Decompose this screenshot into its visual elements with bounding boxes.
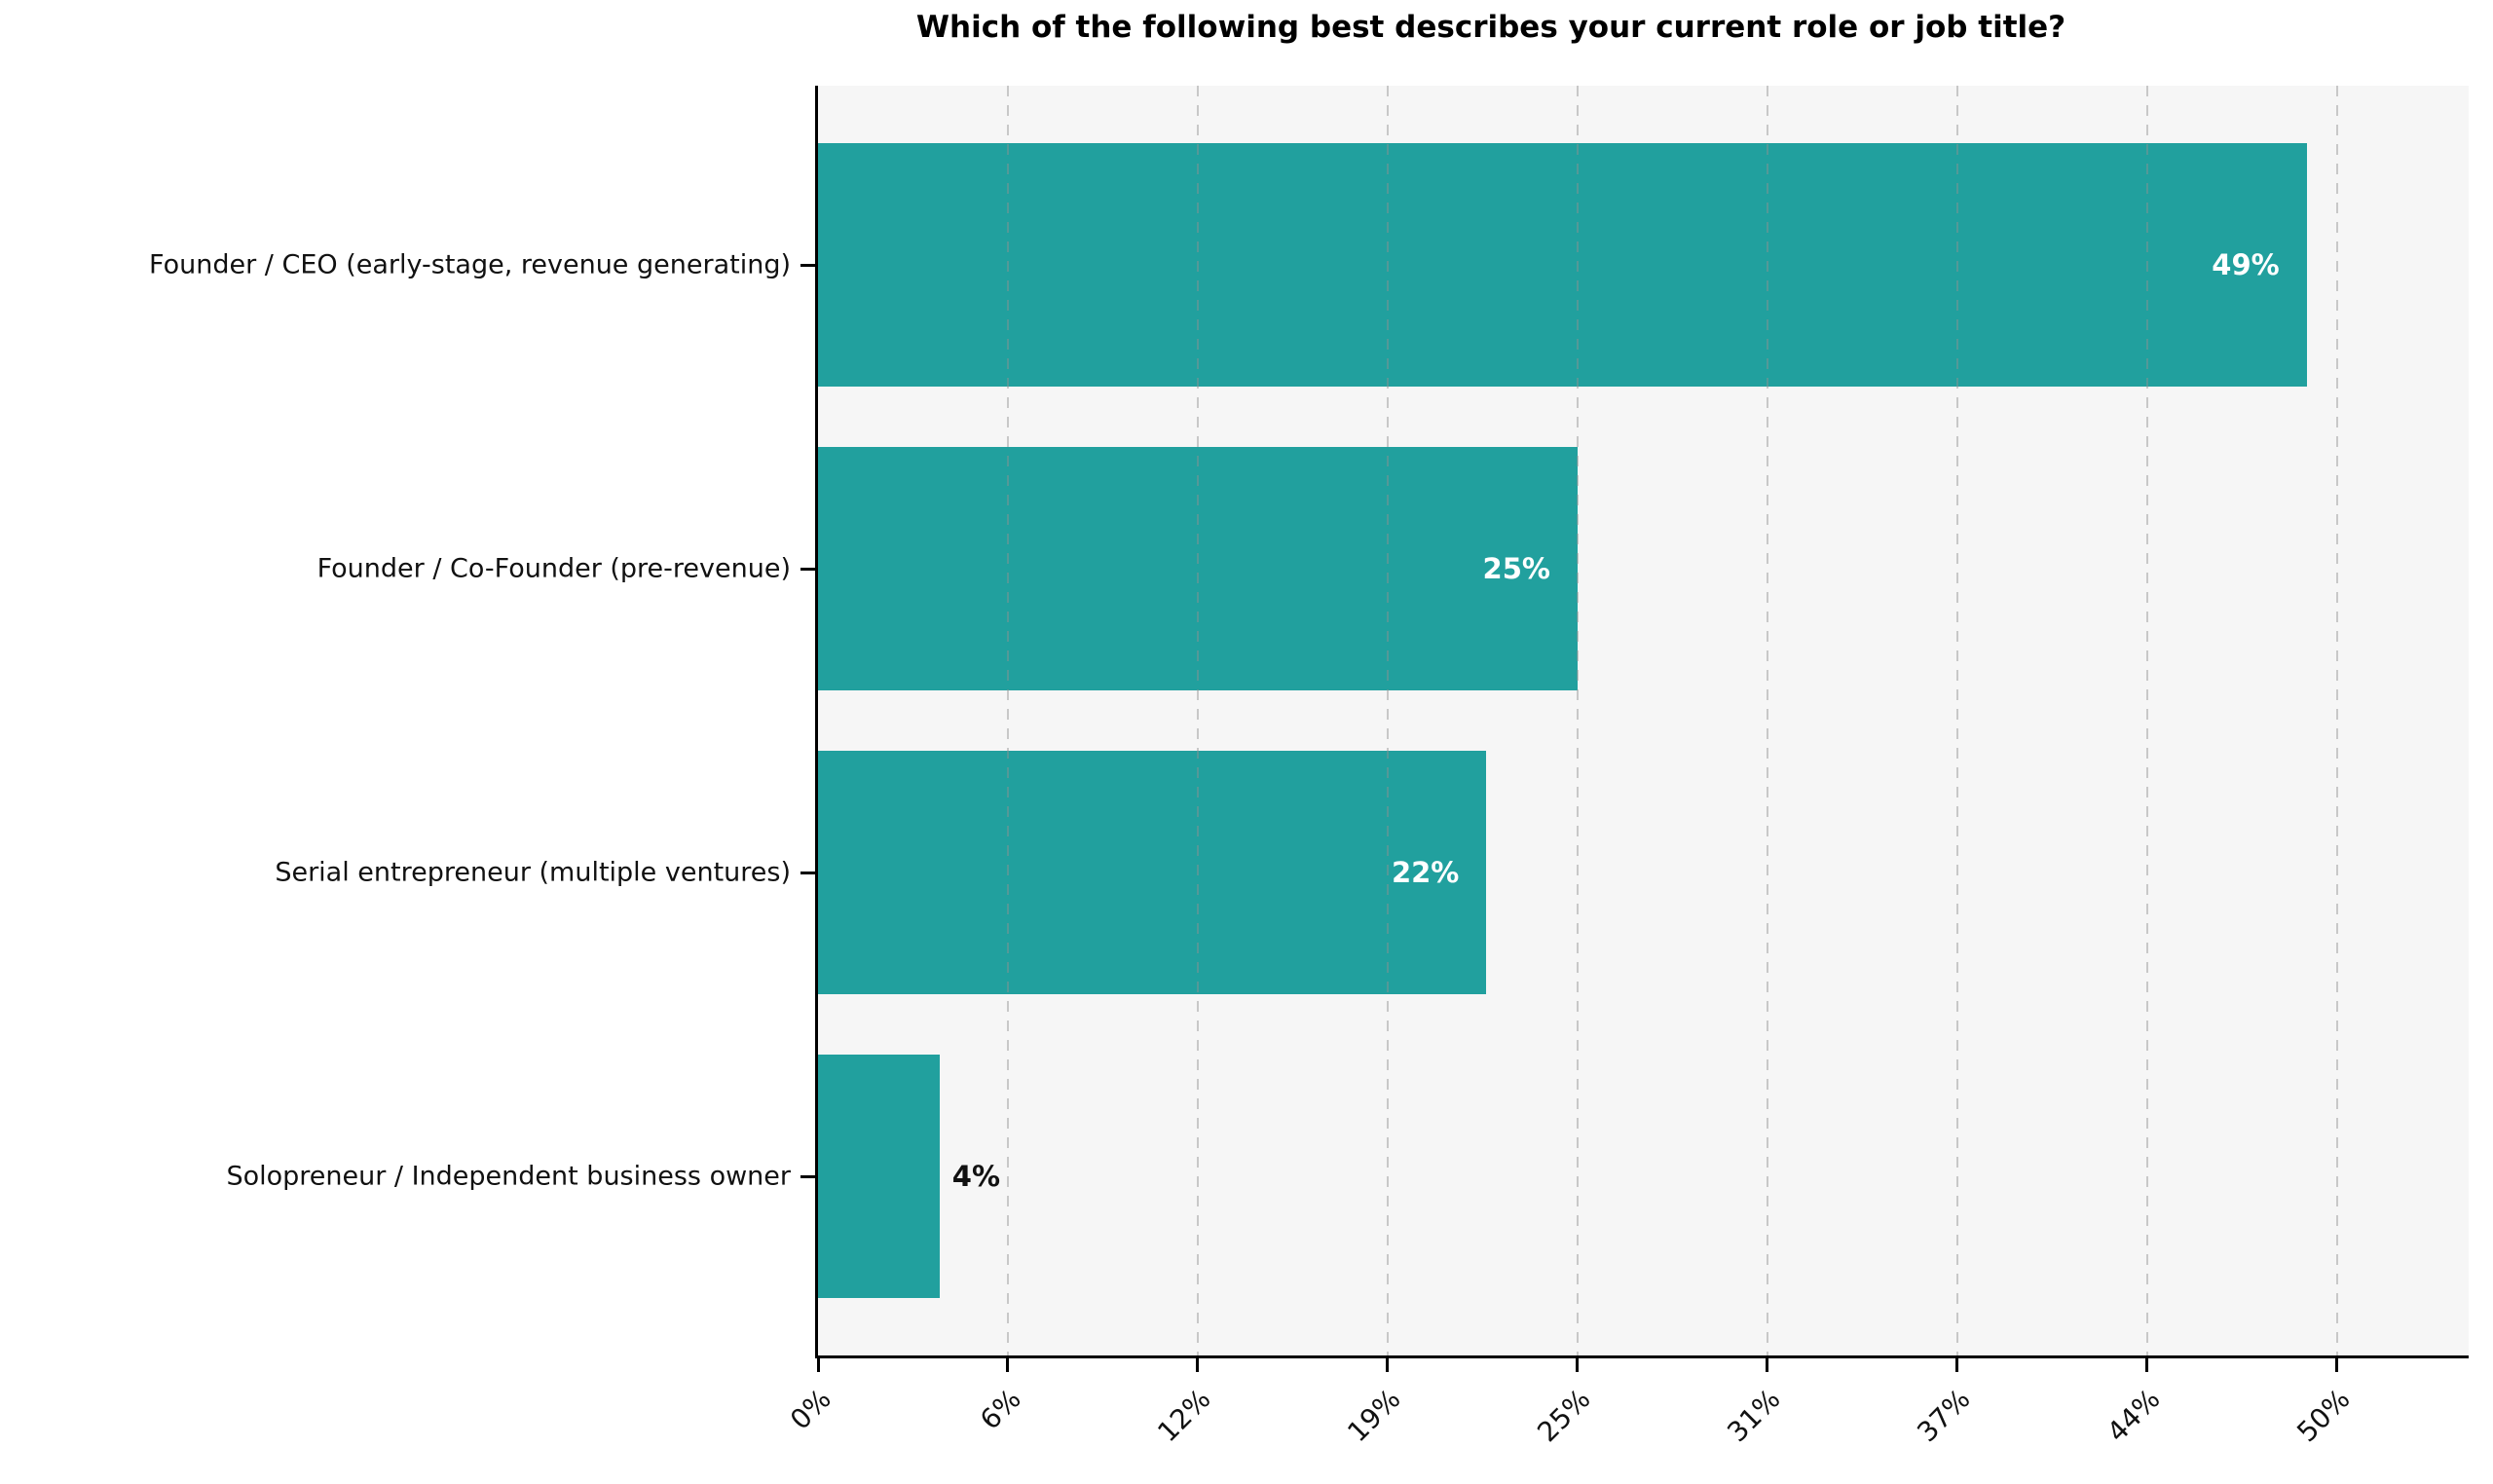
x-gridline <box>1196 86 1199 1355</box>
category-label: Founder / CEO (early-stage, revenue gene… <box>149 249 791 280</box>
bar <box>818 447 1578 690</box>
y-tick-mark <box>800 567 815 571</box>
x-gridline <box>1386 86 1389 1355</box>
bar-value-label: 49% <box>2212 248 2280 281</box>
x-tick-mark <box>1006 1358 1010 1372</box>
x-tick-mark <box>2145 1358 2149 1372</box>
x-tick-label: 25% <box>1530 1383 1597 1449</box>
x-gridline <box>2145 86 2148 1355</box>
x-tick-label: 50% <box>2289 1383 2357 1449</box>
x-tick-label: 44% <box>2100 1383 2167 1449</box>
x-tick-label: 0% <box>783 1383 837 1436</box>
x-gridline <box>1955 86 1958 1355</box>
bar <box>818 143 2307 387</box>
bar-value-label: 4% <box>951 1160 1001 1193</box>
category-label: Serial entrepreneur (multiple ventures) <box>275 857 791 888</box>
bar <box>818 751 1487 994</box>
x-tick-mark <box>1955 1358 1959 1372</box>
x-tick-mark <box>1386 1358 1390 1372</box>
x-tick-label: 37% <box>1910 1383 1977 1449</box>
x-gridline <box>1766 86 1768 1355</box>
x-gridline <box>2335 86 2338 1355</box>
x-tick-label: 6% <box>973 1383 1027 1436</box>
x-tick-label: 19% <box>1340 1383 1407 1449</box>
bar-value-label: 22% <box>1391 856 1460 889</box>
y-tick-mark <box>800 263 815 267</box>
x-tick-mark <box>2335 1358 2339 1372</box>
y-tick-mark <box>800 1174 815 1178</box>
x-tick-label: 31% <box>1720 1383 1787 1449</box>
y-tick-mark <box>800 871 815 874</box>
x-tick-mark <box>1576 1358 1580 1372</box>
category-label: Solopreneur / Independent business owner <box>226 1161 791 1192</box>
x-tick-mark <box>1196 1358 1200 1372</box>
bar <box>818 1055 940 1298</box>
x-tick-mark <box>816 1358 820 1372</box>
chart-title: Which of the following best describes yo… <box>915 10 2066 45</box>
x-tick-label: 12% <box>1150 1383 1217 1449</box>
x-tick-mark <box>1766 1358 1769 1372</box>
category-label: Founder / Co-Founder (pre-revenue) <box>316 553 791 584</box>
x-gridline <box>1576 86 1579 1355</box>
bar-value-label: 25% <box>1482 552 1550 585</box>
x-gridline <box>1006 86 1009 1355</box>
